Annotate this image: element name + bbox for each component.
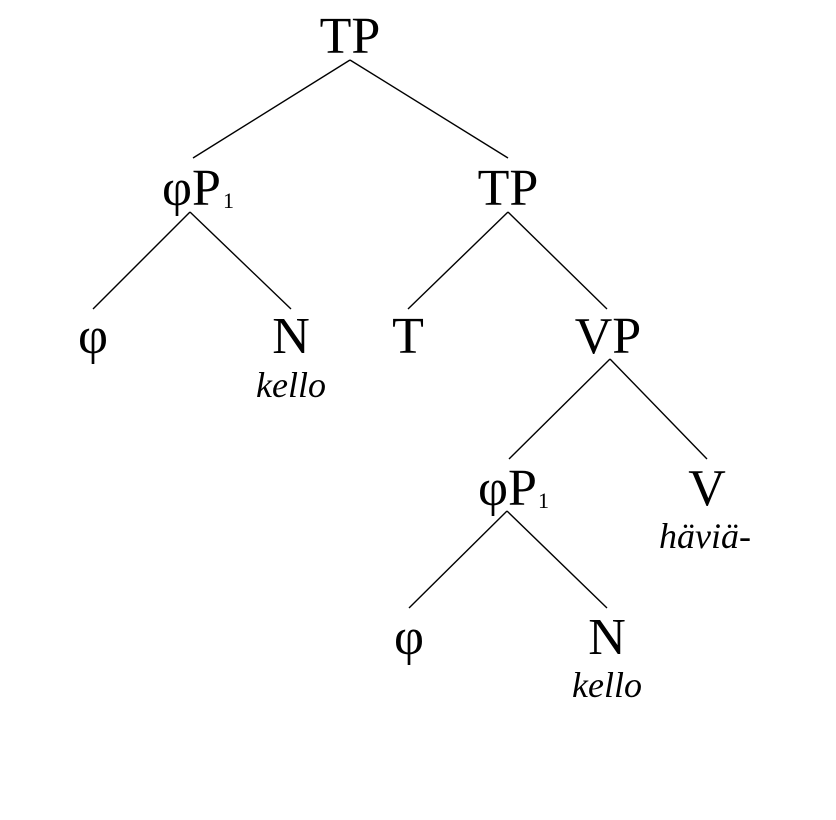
edge-phip-upper-to-phi — [92, 211, 191, 310]
node-tp-root: TP — [320, 8, 381, 65]
edge-vp-to-phip-lower — [508, 358, 611, 460]
node-v: V — [688, 460, 726, 517]
tree-edges — [92, 59, 708, 609]
edge-phip-lower-to-phi — [408, 510, 508, 609]
node-phip-lower: φP — [478, 460, 537, 517]
edge-phip-upper-to-n — [189, 211, 292, 310]
edge-vp-to-v — [609, 358, 708, 460]
node-phi-upper: φ — [78, 308, 108, 365]
node-n-lower-word: kello — [572, 665, 642, 705]
node-vp: VP — [575, 308, 641, 365]
node-n-upper: N — [272, 308, 310, 365]
node-v-word: häviä- — [659, 516, 751, 556]
tree-nodes: TP φP 1 TP φ N kello T VP φP 1 V häviä- … — [78, 8, 751, 705]
node-n-upper-word: kello — [256, 365, 326, 405]
edge-tp-lower-to-vp — [507, 211, 608, 310]
node-phip-lower-subscript: 1 — [538, 488, 549, 513]
node-n-lower: N — [588, 609, 626, 666]
node-phip-upper-subscript: 1 — [223, 188, 234, 213]
node-phip-upper: φP — [162, 160, 221, 217]
node-phi-lower: φ — [394, 609, 424, 666]
edge-phip-lower-to-n — [506, 510, 608, 609]
edge-tp-root-to-tp-lower — [349, 59, 509, 159]
node-t: T — [392, 308, 424, 365]
edge-tp-root-to-phip-upper — [192, 59, 351, 159]
node-tp-lower: TP — [478, 160, 539, 217]
edge-tp-lower-to-t — [407, 211, 509, 310]
